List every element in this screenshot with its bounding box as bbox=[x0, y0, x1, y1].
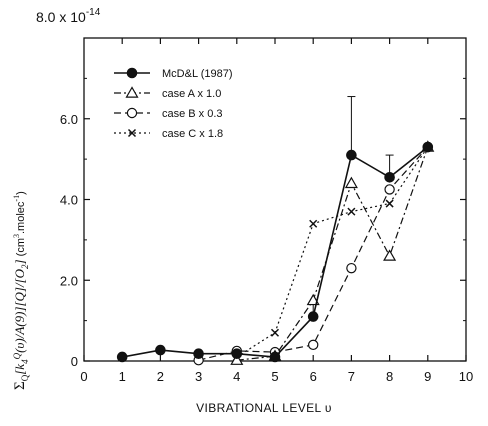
data-point bbox=[346, 149, 357, 161]
legend: McD&L (1987) case A x 1.0 case B x 0.3 case… bbox=[114, 67, 233, 140]
data-point bbox=[385, 199, 394, 208]
x-tick-label: 9 bbox=[424, 369, 431, 384]
x-tick-label: 5 bbox=[271, 369, 278, 384]
x-tick-label: 7 bbox=[348, 369, 355, 384]
x-tick-label: 0 bbox=[80, 369, 87, 384]
y-multiplier-exponent: -14 bbox=[86, 7, 101, 18]
series-3 bbox=[193, 141, 433, 366]
legend-label: McD&L (1987) bbox=[162, 68, 233, 80]
data-point bbox=[384, 184, 395, 195]
legend-marker bbox=[125, 86, 139, 98]
legend-label: case A x 1.0 bbox=[162, 88, 221, 100]
plot-frame bbox=[83, 37, 467, 362]
x-tick-label: 6 bbox=[310, 369, 317, 384]
series-4 bbox=[232, 142, 432, 361]
data-point bbox=[155, 344, 166, 356]
data-point bbox=[422, 141, 434, 153]
y-tick-label: 0 bbox=[71, 354, 78, 369]
legend-label: case B x 0.3 bbox=[162, 108, 223, 120]
x-tick-label: 4 bbox=[233, 369, 240, 384]
series-1 bbox=[116, 96, 434, 363]
legend-label: case C x 1.8 bbox=[162, 128, 223, 140]
data-point bbox=[384, 171, 395, 183]
legend-marker bbox=[126, 107, 138, 119]
data-point bbox=[270, 328, 280, 337]
x-tick-label: 10 bbox=[459, 369, 473, 384]
data-point bbox=[344, 176, 358, 189]
legend-marker bbox=[126, 67, 138, 79]
plot-area-border bbox=[83, 37, 467, 362]
x-tick-label: 1 bbox=[119, 369, 126, 384]
y-axis-title-text: ΣQ[k4Q(υ)/A(9)][Q]/[O2] (cm3.molec-1) bbox=[12, 191, 30, 390]
legend-marker bbox=[127, 128, 137, 138]
x-tick-label: 2 bbox=[157, 369, 164, 384]
x-axis-title: VIBRATIONAL LEVEL υ bbox=[196, 401, 332, 415]
x-axis-ticks: 0 1 2 3 4 5 6 7 8 9 10 bbox=[80, 38, 473, 384]
series-line bbox=[236, 146, 429, 358]
data-point bbox=[116, 351, 128, 363]
data-point bbox=[383, 249, 397, 261]
data-point bbox=[307, 311, 319, 322]
data-point bbox=[309, 219, 318, 228]
data-point bbox=[346, 262, 357, 274]
y-axis-ticks: 0 2.0 4.0 6.0 bbox=[60, 77, 466, 369]
series-layer bbox=[116, 96, 435, 366]
y-tick-label: 6.0 bbox=[60, 112, 78, 127]
data-point bbox=[308, 339, 319, 351]
y-multiplier-label: 8.0 x 10-14 bbox=[36, 7, 101, 25]
data-point bbox=[230, 353, 244, 365]
data-point bbox=[231, 348, 243, 360]
y-multiplier-base: 8.0 x 10 bbox=[36, 9, 86, 25]
data-point bbox=[269, 351, 281, 363]
x-tick-label: 8 bbox=[386, 369, 393, 384]
y-tick-label: 2.0 bbox=[60, 273, 78, 288]
data-point bbox=[347, 207, 356, 216]
data-point bbox=[193, 348, 204, 360]
x-tick-label: 3 bbox=[195, 369, 202, 384]
y-axis-title: ΣQ[k4Q(υ)/A(9)][Q]/[O2] (cm3.molec-1) bbox=[12, 191, 30, 390]
y-tick-label: 4.0 bbox=[60, 193, 78, 208]
series-line bbox=[122, 146, 429, 358]
